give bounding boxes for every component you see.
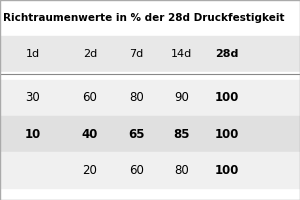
Text: 28d: 28d (215, 49, 238, 59)
Bar (0, 72, 300, 200)
Text: 40: 40 (82, 128, 98, 140)
Bar (0, 36, 300, 72)
Bar (0, 152, 300, 188)
Text: 1d: 1d (26, 49, 40, 59)
Text: 14d: 14d (171, 49, 192, 59)
Text: 60: 60 (82, 91, 98, 104)
Text: 85: 85 (173, 128, 190, 140)
Text: 100: 100 (214, 91, 239, 104)
Text: 60: 60 (129, 163, 144, 176)
Text: 10: 10 (25, 128, 41, 140)
Text: 90: 90 (174, 91, 189, 104)
Text: 100: 100 (214, 128, 239, 140)
Text: 100: 100 (214, 163, 239, 176)
Bar (0, 0, 300, 36)
Text: 30: 30 (26, 91, 40, 104)
Text: 7d: 7d (129, 49, 144, 59)
Text: 20: 20 (82, 163, 98, 176)
Text: 65: 65 (128, 128, 145, 140)
Text: Richtraumenwerte in % der 28d Druckfestigkeit: Richtraumenwerte in % der 28d Druckfesti… (3, 13, 284, 23)
Text: 80: 80 (174, 163, 189, 176)
Bar (0, 80, 300, 116)
Bar (0, 116, 300, 152)
Text: 2d: 2d (83, 49, 97, 59)
Text: 80: 80 (129, 91, 144, 104)
